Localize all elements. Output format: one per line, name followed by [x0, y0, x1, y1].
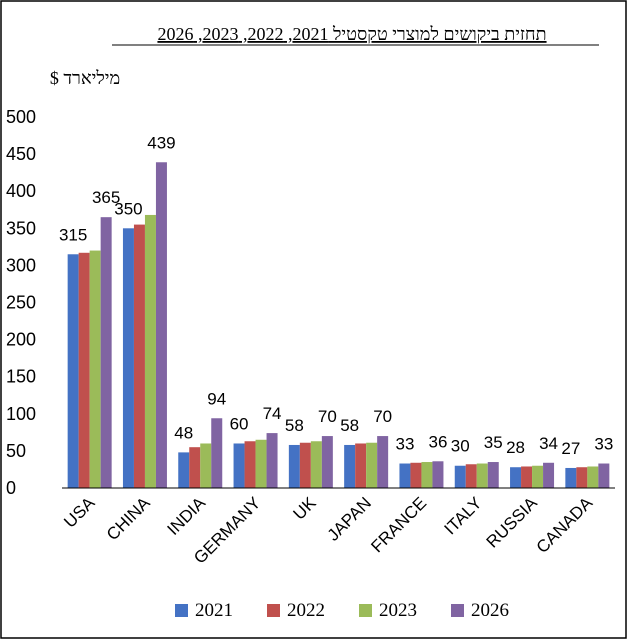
data-label: 35 — [484, 433, 503, 452]
bar-2026-canada — [598, 463, 610, 488]
bar-2022-france — [410, 462, 422, 488]
data-label: 70 — [373, 407, 392, 426]
bar-2022-japan — [355, 443, 367, 488]
data-label: 33 — [594, 435, 613, 454]
bar-2023-usa — [89, 250, 101, 488]
bar-2026-italy — [487, 462, 499, 488]
bar-2021-italy — [454, 465, 466, 488]
data-label: 33 — [395, 435, 414, 454]
data-label: 58 — [285, 416, 304, 435]
bar-2023-italy — [476, 463, 488, 488]
bar-2022-italy — [465, 464, 477, 488]
bar-2021-usa — [67, 254, 79, 488]
data-label: 34 — [539, 434, 558, 453]
bar-2022-usa — [78, 252, 90, 488]
bar-2023-japan — [366, 442, 378, 488]
bar-2021-russia — [510, 467, 522, 488]
y-tick-label: 450 — [6, 144, 36, 164]
bar-2023-germany — [255, 439, 267, 488]
data-label: 36 — [428, 432, 447, 451]
bar-2022-uk — [299, 442, 311, 488]
bar-2022-canada — [576, 467, 588, 488]
data-label: 70 — [318, 407, 337, 426]
bar-2026-india — [211, 418, 223, 488]
bar-2026-usa — [100, 217, 112, 489]
y-tick-label: 350 — [6, 218, 36, 238]
bar-2022-germany — [244, 441, 256, 488]
data-label: 27 — [561, 439, 580, 458]
data-label: 94 — [207, 389, 226, 408]
data-label: 60 — [230, 414, 249, 433]
bar-2021-japan — [344, 444, 356, 488]
bar-2021-france — [399, 463, 411, 488]
bar-2022-russia — [521, 466, 533, 488]
y-tick-label: 200 — [6, 330, 36, 350]
data-label: 315 — [59, 225, 87, 244]
legend-label-2021: 2021 — [195, 600, 233, 621]
bar-2021-uk — [288, 444, 300, 488]
data-label: 30 — [451, 437, 470, 456]
bar-2022-china — [133, 224, 145, 488]
y-tick-label: 150 — [6, 367, 36, 387]
data-label: 58 — [340, 416, 359, 435]
bar-2023-russia — [532, 465, 544, 488]
data-label: 350 — [114, 199, 142, 218]
legend-swatch-2022 — [267, 604, 280, 617]
y-tick-label: 0 — [6, 478, 16, 498]
bar-2023-france — [421, 462, 433, 488]
legend-swatch-2023 — [359, 604, 372, 617]
legend-label-2026: 2026 — [471, 600, 509, 621]
y-tick-label: 300 — [6, 255, 36, 275]
y-tick-label: 100 — [6, 404, 36, 424]
bars — [67, 162, 610, 489]
bar-2026-china — [155, 162, 167, 488]
data-label: 74 — [263, 404, 282, 423]
data-label: 439 — [147, 133, 175, 152]
data-label: 28 — [506, 438, 525, 457]
bar-2026-russia — [543, 462, 555, 488]
bar-2022-india — [189, 447, 201, 488]
bar-2026-uk — [321, 436, 333, 488]
y-tick-label: 500 — [6, 107, 36, 127]
bar-2026-germany — [266, 433, 278, 488]
bar-2021-germany — [233, 443, 245, 488]
bar-2023-china — [144, 214, 156, 488]
bar-2023-canada — [587, 466, 599, 488]
legend-swatch-2026 — [451, 604, 464, 617]
y-axis-unit-label: מיליארד $ — [50, 68, 120, 88]
bar-2023-uk — [310, 441, 322, 488]
legend-label-2022: 2022 — [287, 600, 325, 621]
bar-2026-france — [432, 461, 444, 488]
chart-title: תחזית ביקושים למוצרי טקסטיל 2021, 2022, … — [157, 24, 546, 44]
y-axis-ticks: 0 50 100 150 200 250 300 350 400 450 500 — [6, 107, 36, 498]
bar-2021-china — [122, 228, 134, 489]
legend: 2021 2022 2023 2026 — [175, 600, 509, 621]
data-label: 48 — [174, 423, 193, 442]
bar-2026-japan — [377, 436, 389, 488]
y-tick-label: 250 — [6, 293, 36, 313]
bar-2023-india — [200, 443, 212, 488]
legend-swatch-2021 — [175, 604, 188, 617]
bar-2021-canada — [565, 467, 577, 488]
legend-label-2023: 2023 — [379, 600, 417, 621]
y-tick-label: 400 — [6, 181, 36, 201]
data-label: 365 — [92, 188, 120, 207]
y-tick-label: 50 — [6, 441, 26, 461]
bar-2021-india — [178, 452, 190, 488]
